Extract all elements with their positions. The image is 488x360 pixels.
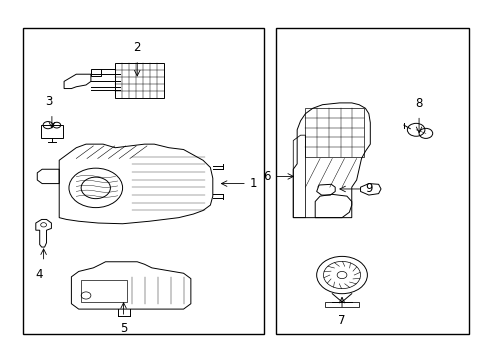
Text: 7: 7 xyxy=(338,315,345,328)
Bar xyxy=(305,108,363,157)
Text: 9: 9 xyxy=(365,183,372,195)
Bar xyxy=(81,280,127,302)
Text: 8: 8 xyxy=(414,97,422,110)
Text: 2: 2 xyxy=(133,41,141,54)
Bar xyxy=(41,125,62,138)
Text: 6: 6 xyxy=(263,170,270,183)
Bar xyxy=(22,28,264,334)
Bar xyxy=(276,28,468,334)
Bar xyxy=(325,302,358,307)
Bar xyxy=(115,63,163,98)
Text: 1: 1 xyxy=(249,177,256,190)
Text: 3: 3 xyxy=(45,95,52,108)
Text: 4: 4 xyxy=(35,268,42,281)
Text: 5: 5 xyxy=(120,321,127,335)
